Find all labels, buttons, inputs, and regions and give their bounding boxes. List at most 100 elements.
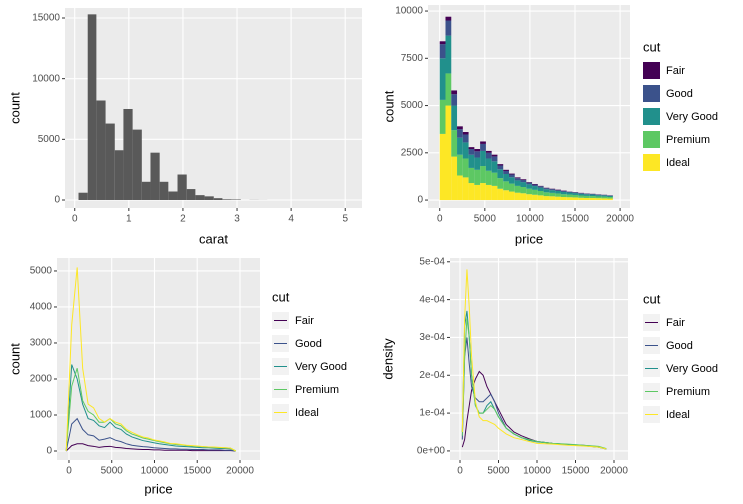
legend-label: Good: [666, 88, 693, 100]
bar-segment: [474, 157, 481, 170]
bar-segment: [514, 177, 521, 179]
bar-segment: [451, 156, 458, 201]
bar-segment: [462, 134, 469, 143]
bar-segment: [555, 190, 561, 191]
bar-segment: [560, 194, 567, 198]
bar-segment: [508, 174, 515, 178]
bar-segment: [497, 164, 504, 166]
bar-segment: [537, 187, 544, 191]
bar-segment: [503, 190, 509, 201]
x-tick-label: 20000: [606, 214, 634, 225]
legend-label: Very Good: [666, 363, 718, 375]
bar-segment: [457, 154, 463, 176]
bar-segment: [457, 126, 463, 130]
bar-segment: [595, 194, 602, 196]
y-tick-label: 2e-04: [419, 370, 445, 381]
bar: [105, 123, 115, 200]
bar-segment: [445, 105, 452, 201]
bar-segment: [520, 182, 527, 188]
bar-segment: [480, 183, 486, 201]
bar: [204, 196, 214, 200]
bar-segment: [514, 185, 521, 193]
x-tick-label: 10000: [523, 466, 551, 477]
bar: [141, 181, 151, 200]
bar: [168, 191, 178, 200]
bar-segment: [578, 193, 585, 196]
x-axis-title: carat: [199, 231, 228, 246]
bar-segment: [601, 195, 608, 197]
bar-segment: [555, 190, 561, 194]
y-tick-label: 1000: [30, 410, 53, 421]
bar-segment: [468, 154, 475, 168]
x-tick-label: 15000: [562, 466, 590, 477]
legend-key: [643, 154, 660, 171]
legend-key: [643, 131, 660, 148]
bar-segment: [601, 198, 608, 201]
bar-segment: [520, 179, 527, 181]
y-tick-label: 0e+00: [417, 446, 446, 457]
bar-segment: [532, 186, 538, 190]
x-tick-label: 0: [457, 466, 463, 477]
y-tick-label: 2500: [401, 147, 424, 158]
bar-segment: [485, 150, 492, 153]
bar-segment: [537, 195, 544, 201]
bar-segment: [555, 193, 561, 197]
x-tick-label: 20000: [226, 466, 254, 477]
bar-segment: [532, 189, 538, 195]
bar-segment: [462, 177, 469, 201]
bar-segment: [497, 169, 504, 179]
bar-segment: [595, 196, 602, 199]
legend-key: [643, 108, 660, 125]
legend-label: Ideal: [666, 409, 690, 421]
bar-segment: [497, 178, 504, 189]
x-tick-label: 1: [126, 214, 132, 225]
legend-label: Fair: [295, 315, 314, 327]
bar-segment: [457, 175, 463, 201]
bar-segment: [439, 133, 446, 201]
x-axis-title: price: [515, 231, 543, 246]
bar-segment: [485, 152, 492, 159]
bar-segment: [549, 192, 556, 197]
bar-segment: [451, 130, 458, 157]
bar-segment: [503, 169, 509, 171]
bar-segment: [462, 158, 469, 178]
x-tick-label: 2: [180, 214, 186, 225]
bar-segment: [595, 198, 602, 201]
bar-segment: [578, 197, 585, 201]
bar: [222, 199, 232, 200]
bar-segment: [439, 99, 446, 134]
legend-label: Premium: [666, 386, 710, 398]
legend-label: Fair: [666, 65, 685, 77]
bar-segment: [462, 142, 469, 159]
bar-segment: [526, 184, 533, 189]
bar-segment: [589, 194, 596, 197]
bar-segment: [508, 177, 515, 184]
y-tick-label: 15000: [32, 13, 60, 24]
bar-segment: [485, 170, 492, 185]
bar-segment: [589, 197, 596, 201]
y-tick-label: 3e-04: [419, 332, 445, 343]
bar-segment: [526, 188, 533, 195]
y-tick-label: 5000: [38, 134, 61, 145]
bar: [96, 100, 106, 200]
bar-segment: [508, 173, 515, 175]
legend-label: Premium: [295, 384, 339, 396]
bar-segment: [445, 16, 452, 21]
panel-background: [450, 258, 628, 460]
bar: [132, 129, 142, 200]
bar-segment: [480, 143, 486, 151]
series-line: [65, 267, 237, 452]
x-tick-label: 20000: [600, 466, 628, 477]
panel-background: [57, 258, 260, 460]
bar-segment: [560, 191, 567, 195]
y-axis-title: count: [7, 92, 22, 124]
bar-segment: [457, 129, 463, 138]
bar-segment: [584, 197, 590, 201]
bar-segment: [474, 169, 481, 185]
x-axis-title: price: [144, 481, 172, 496]
bar-segment: [607, 197, 613, 199]
bar-segment: [468, 167, 475, 184]
y-tick-label: 0: [46, 446, 52, 457]
y-tick-label: 10000: [32, 73, 60, 84]
